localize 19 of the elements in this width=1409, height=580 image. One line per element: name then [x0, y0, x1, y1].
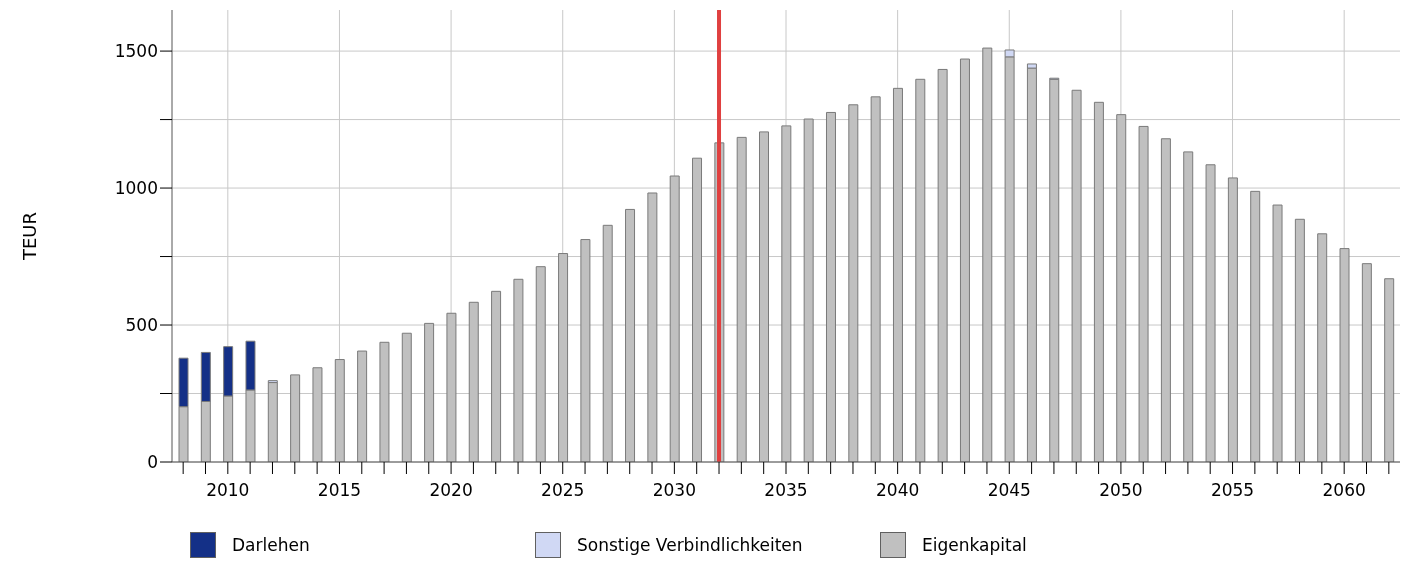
x-tick-label: 2060: [1322, 480, 1366, 501]
y-tick-label: 1500: [114, 41, 158, 62]
x-tick-label: 2010: [206, 480, 250, 501]
legend-label: Sonstige Verbindlichkeiten: [577, 535, 803, 555]
x-tick-label: 2030: [652, 480, 696, 501]
y-tick-label: 1000: [114, 178, 158, 199]
x-tick-label: 2045: [987, 480, 1031, 501]
y-tick-label: 500: [125, 315, 158, 336]
y-tick-label: 0: [147, 452, 158, 473]
legend-label: Eigenkapital: [922, 535, 1027, 555]
x-tick-label: 2020: [429, 480, 473, 501]
x-tick-label: 2055: [1210, 480, 1255, 501]
x-tick-label: 2050: [1099, 480, 1143, 501]
x-tick-label: 2035: [764, 480, 808, 501]
x-tick-label: 2015: [317, 480, 362, 501]
x-tick-label: 2025: [541, 480, 585, 501]
y-axis-title: TEUR: [19, 211, 41, 262]
legend-label: Darlehen: [232, 535, 310, 555]
x-tick-label: 2040: [876, 480, 920, 501]
